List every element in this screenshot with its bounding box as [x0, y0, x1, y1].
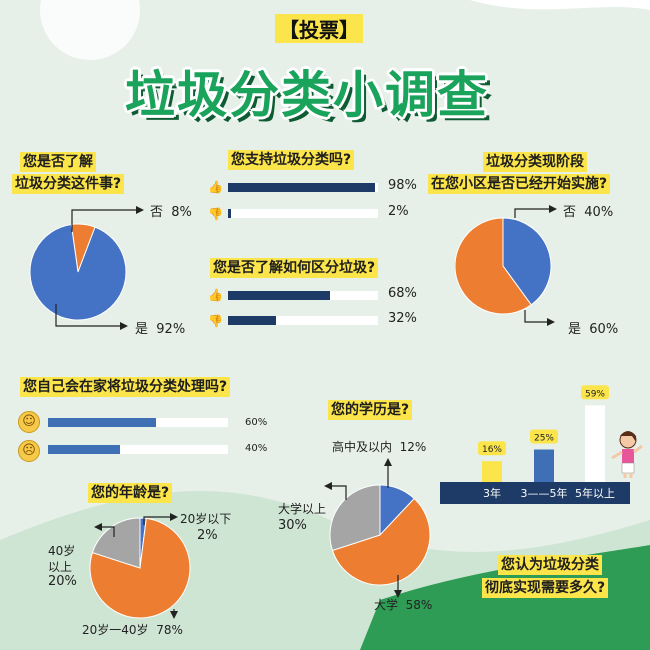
community-question-line1: 垃圾分类现阶段: [483, 152, 587, 172]
time-needed-bar-1: [534, 449, 554, 482]
leader-arrow-under-20: [170, 513, 178, 521]
education-pie-slice-1: [331, 497, 431, 586]
age-over-40-line1: 40岁: [48, 544, 76, 558]
know-how-yes-value: 68%: [388, 286, 417, 301]
thumbs-down-icon: 👎: [208, 314, 223, 328]
know-how-question: 您是否了解如何区分垃圾?: [210, 258, 379, 278]
leader-arrow-high-school: [384, 458, 392, 466]
education-above-college-value: 30%: [278, 518, 307, 533]
leader-arrow-college: [394, 590, 402, 598]
know-how-yes-bar: [228, 291, 330, 300]
age-over-40-line2: 以上: [48, 560, 73, 574]
know-how-yes-track: [228, 291, 378, 300]
know-how-no-bar: [228, 316, 276, 325]
education-above-college-name: 大学以上: [278, 502, 327, 516]
leader-line-under-20: [143, 516, 170, 525]
community-pie-chart: [455, 205, 557, 326]
age-under-20-name: 20岁以下: [180, 512, 232, 526]
age-20-40-label: 20岁一40岁 78%: [82, 623, 183, 637]
support-yes-bar: [228, 183, 375, 192]
time-needed-value-badge-1: [530, 429, 558, 444]
support-yes-track: [228, 183, 378, 192]
support-yes-value: 98%: [388, 178, 417, 193]
time-needed-category-label-1: 3——5年: [521, 486, 568, 500]
education-college-label: 大学 58%: [374, 598, 433, 612]
time-needed-category-label-0: 3年: [483, 486, 501, 500]
age-pie-chart: [89, 513, 191, 619]
thumbs-down-icon: 👎: [208, 207, 223, 221]
leader-arrow-over-40: [94, 523, 102, 531]
leader-line-yes: [55, 304, 120, 327]
community-no-label: 否 40%: [563, 205, 614, 220]
leader-arrow-yes: [120, 322, 128, 330]
at-home-no-bar: [48, 445, 120, 454]
age-pie-slice-2: [91, 517, 141, 569]
time-needed-value-label-2: 59%: [585, 389, 605, 399]
support-no-track: [228, 209, 378, 218]
leader-line-above-college: [332, 485, 347, 500]
know-how-no-track: [228, 316, 378, 325]
understand-pie-slice-1: [29, 223, 127, 321]
community-pie-slice-1: [455, 217, 532, 315]
age-under-20-value: 2%: [197, 528, 218, 543]
education-pie-slice-2: [329, 484, 381, 552]
time-needed-question-line2: 彻底实现需要多久?: [482, 578, 609, 598]
education-pie-chart: [324, 458, 431, 598]
age-question: 您的年龄是?: [88, 483, 173, 503]
leader-arrow-no: [136, 206, 144, 214]
community-question-line2: 在您小区是否已经开始实施?: [428, 174, 611, 194]
leader-line-no: [514, 208, 549, 218]
time-needed-bar-chart: 16% 3年 25% 3——5年 59% 5年以上: [440, 385, 643, 504]
community-pie-slice-0: [502, 217, 552, 306]
understand-question-line1: 您是否了解: [20, 152, 96, 172]
thumbs-up-icon: 👍: [208, 288, 223, 302]
at-home-question: 您自己会在家将垃圾分类处理吗?: [20, 377, 231, 397]
page-title: 垃圾分类小调查: [125, 66, 489, 124]
time-needed-bar-2: [585, 405, 605, 482]
time-needed-question-line1: 您认为垃圾分类: [498, 555, 602, 575]
time-needed-value-label-0: 16%: [482, 445, 502, 455]
time-needed-value-label-1: 25%: [534, 434, 554, 444]
age-over-40-value: 20%: [48, 574, 77, 589]
time-needed-category-label-2: 5年以上: [575, 486, 615, 500]
know-how-no-value: 32%: [388, 311, 417, 326]
time-needed-value-badge-0: [478, 441, 506, 456]
character-illustration: [611, 431, 643, 478]
at-home-yes-value: 60%: [245, 417, 268, 428]
time-needed-axis-band: [440, 482, 630, 504]
thumbs-up-icon: 👍: [208, 180, 223, 194]
understand-yes-label: 是 92%: [135, 322, 186, 337]
support-question: 您支持垃圾分类吗?: [228, 150, 355, 170]
time-needed-bar-0: [482, 461, 502, 482]
education-question: 您的学历是?: [328, 400, 413, 420]
sad-face-icon: ☹: [18, 440, 40, 462]
understand-pie-chart: [29, 206, 144, 330]
leader-arrow-no: [549, 205, 557, 213]
at-home-no-track: [48, 445, 228, 454]
support-no-value: 2%: [388, 204, 409, 219]
understand-question-line2: 垃圾分类这件事?: [12, 174, 125, 194]
smile-face-icon: ☺: [18, 411, 40, 433]
community-yes-label: 是 60%: [568, 322, 619, 337]
leader-line-over-40: [102, 526, 115, 537]
leader-line-no: [71, 209, 136, 232]
time-needed-value-badge-2: [581, 385, 609, 400]
at-home-yes-track: [48, 418, 228, 427]
education-high-school-label: 高中及以内 12%: [332, 440, 427, 454]
at-home-no-value: 40%: [245, 443, 268, 454]
leader-arrow-20-40: [170, 611, 178, 619]
vote-tag: 【投票】: [275, 14, 363, 43]
understand-no-label: 否 8%: [150, 205, 192, 220]
leader-arrow-above-college: [324, 482, 332, 490]
at-home-yes-bar: [48, 418, 156, 427]
support-no-bar: [228, 209, 231, 218]
leader-line-yes: [524, 310, 547, 323]
leader-arrow-yes: [547, 318, 555, 326]
